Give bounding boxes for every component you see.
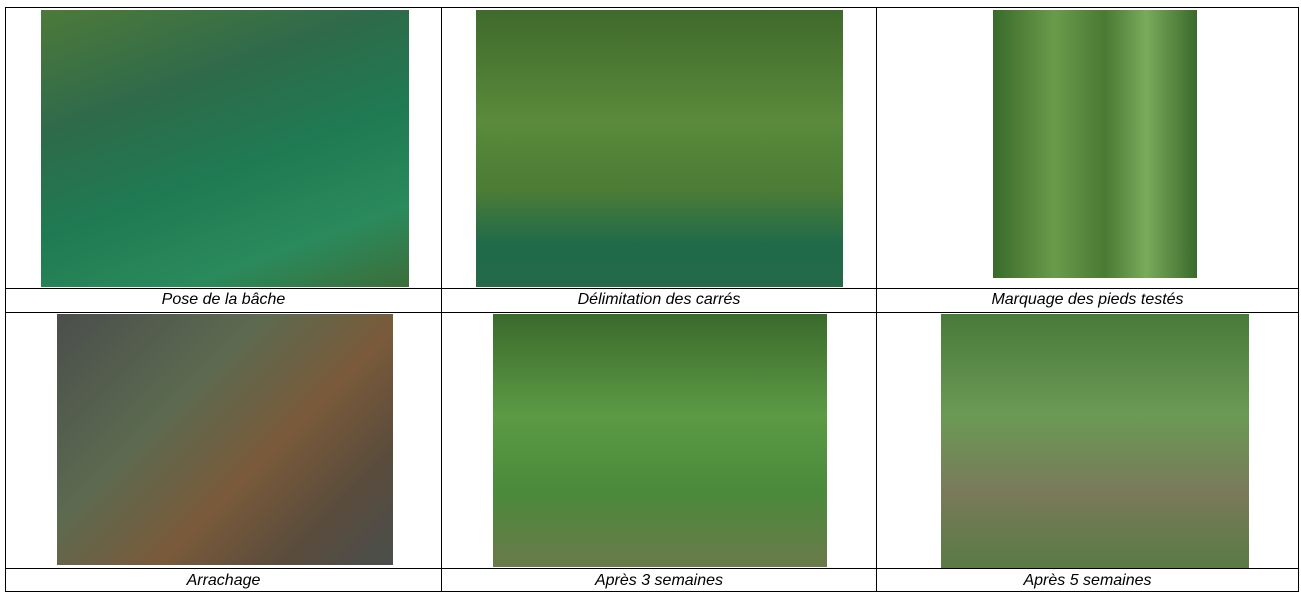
photo-caption: Marquage des pieds testés [876,289,1299,311]
photo [493,314,827,567]
photo-caption: Après 3 semaines [441,570,877,592]
photo-caption: Délimitation des carrés [441,289,877,311]
photo-table: Pose de la bâche Délimitation des carrés… [0,0,1301,592]
photo-caption: Pose de la bâche [5,289,442,311]
photo [41,10,409,287]
photo [993,10,1197,278]
photo-caption: Arrachage [5,570,442,592]
photo-caption: Après 5 semaines [876,570,1299,592]
photo [57,314,393,565]
photo [476,10,843,287]
photo [941,314,1249,568]
